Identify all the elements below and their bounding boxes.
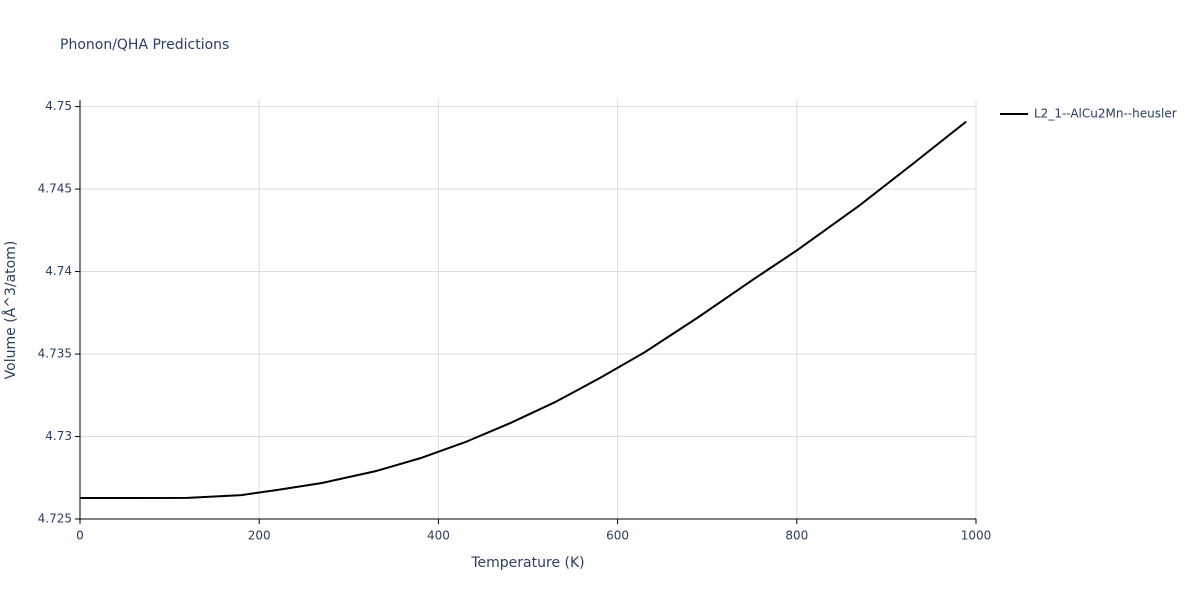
y-axis-label: Volume (Å^3/atom): [2, 241, 19, 380]
y-tick-label: 4.75: [45, 99, 72, 113]
y-tick-label: 4.745: [38, 182, 72, 196]
x-tick-label: 0: [76, 529, 84, 543]
x-tick-label: 1000: [961, 529, 992, 543]
x-tick-label: 400: [427, 529, 450, 543]
x-tick-label: 200: [248, 529, 271, 543]
data-line: [79, 120, 967, 500]
y-tick-label: 4.73: [45, 429, 72, 443]
chart-title: Phonon/QHA Predictions: [60, 37, 229, 53]
y-tick-label: 4.725: [38, 512, 72, 526]
y-tick-label: 4.735: [38, 347, 72, 361]
x-axis-label: Temperature (K): [470, 555, 584, 571]
x-tick-label: 600: [606, 529, 629, 543]
y-tick-label: 4.74: [45, 264, 72, 278]
x-tick-label: 800: [785, 529, 808, 543]
legend-label: L2_1--AlCu2Mn--heusler: [1034, 107, 1177, 121]
